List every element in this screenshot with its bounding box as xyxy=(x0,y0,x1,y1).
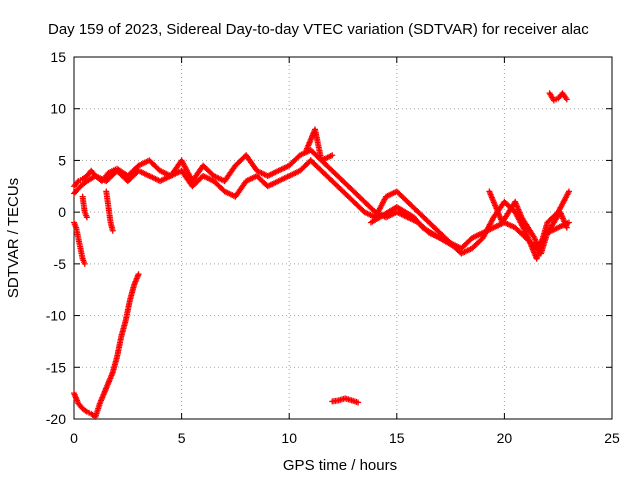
data-point xyxy=(81,260,88,267)
y-tick-label: -15 xyxy=(46,359,66,375)
data-point xyxy=(355,399,362,406)
x-tick-label: 10 xyxy=(281,430,297,446)
chart-title: Day 159 of 2023, Sidereal Day-to-day VTE… xyxy=(48,21,589,38)
x-tick-label: 20 xyxy=(497,430,513,446)
data-point xyxy=(83,214,90,221)
grid-lines xyxy=(74,57,612,419)
trace-marker xyxy=(74,179,81,186)
x-tick-label: 5 xyxy=(178,430,186,446)
y-tick-label: -10 xyxy=(46,308,66,324)
x-tick-label: 25 xyxy=(604,430,620,446)
data-point xyxy=(109,227,116,234)
data-point xyxy=(565,188,572,195)
data-points xyxy=(71,90,572,420)
data-point xyxy=(135,271,142,278)
data-point xyxy=(563,224,570,231)
x-tick-label: 0 xyxy=(70,430,78,446)
y-axis-label: SDTVAR / TECUs xyxy=(5,178,22,298)
data-point xyxy=(454,245,461,252)
y-tick-label: 5 xyxy=(58,152,66,168)
axis-ticks: 0 5 10 15 20 25 -20 -15 -10 -5 0 5 10 15 xyxy=(46,49,620,446)
y-tick-label: 10 xyxy=(50,101,66,117)
y-tick-label: 15 xyxy=(50,49,66,65)
y-tick-label: -20 xyxy=(46,411,66,427)
x-axis-label: GPS time / hours xyxy=(283,457,397,474)
plot-frame xyxy=(73,56,613,420)
x-tick-label: 15 xyxy=(389,430,405,446)
data-point xyxy=(563,96,570,103)
y-tick-label: 0 xyxy=(58,204,66,220)
y-tick-label: -5 xyxy=(54,256,67,272)
data-point xyxy=(329,152,336,159)
